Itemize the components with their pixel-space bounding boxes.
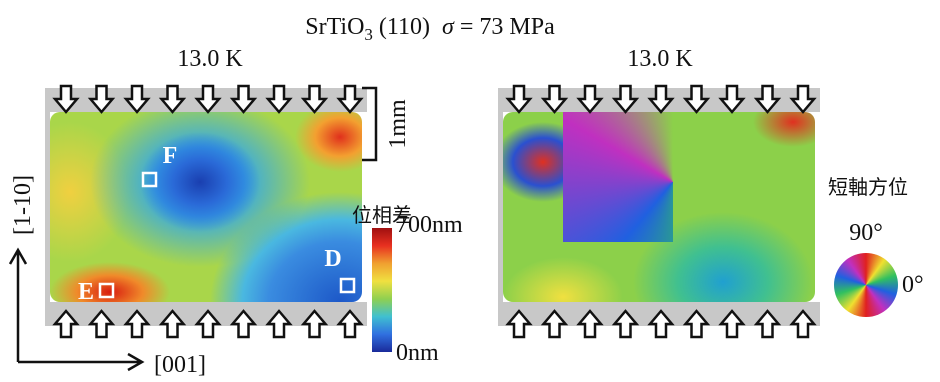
left-temperature: 13.0 K [177,46,243,72]
label-e: E [78,279,94,305]
wheel-right: 0° [902,272,924,298]
marker-f [143,173,156,186]
label-d: D [324,246,341,272]
wheel-top: 90° [849,220,883,246]
marker-e [100,284,113,297]
title-plane: (110) [379,14,430,40]
frame [498,88,820,326]
vertical-axis-label: [1-10] [10,175,36,235]
colorbar-max: 700nm [396,212,463,238]
colorbar-min: 0nm [396,340,439,366]
title-stress: = 73 MPa [460,14,555,40]
figure: SrTiO3 (110) σ= 73 MPa 13.0 K 13.0 K F E D… [0,0,940,382]
point-markers [100,173,354,297]
title-subscript: 3 [364,25,373,44]
title-sigma: σ [442,14,455,40]
right-temperature: 13.0 K [627,46,693,72]
overlay: SrTiO3 (110) σ= 73 MPa 13.0 K 13.0 K F E D… [0,0,940,382]
scale-label: 1mm [385,99,411,149]
horizontal-axis-label: [001] [154,352,206,378]
title-formula: SrTiO [305,14,364,40]
marker-d [341,279,354,292]
label-f: F [163,143,178,169]
title: SrTiO3 (110) σ= 73 MPa [305,14,555,44]
wheel-title: 短軸方位 [828,175,908,199]
